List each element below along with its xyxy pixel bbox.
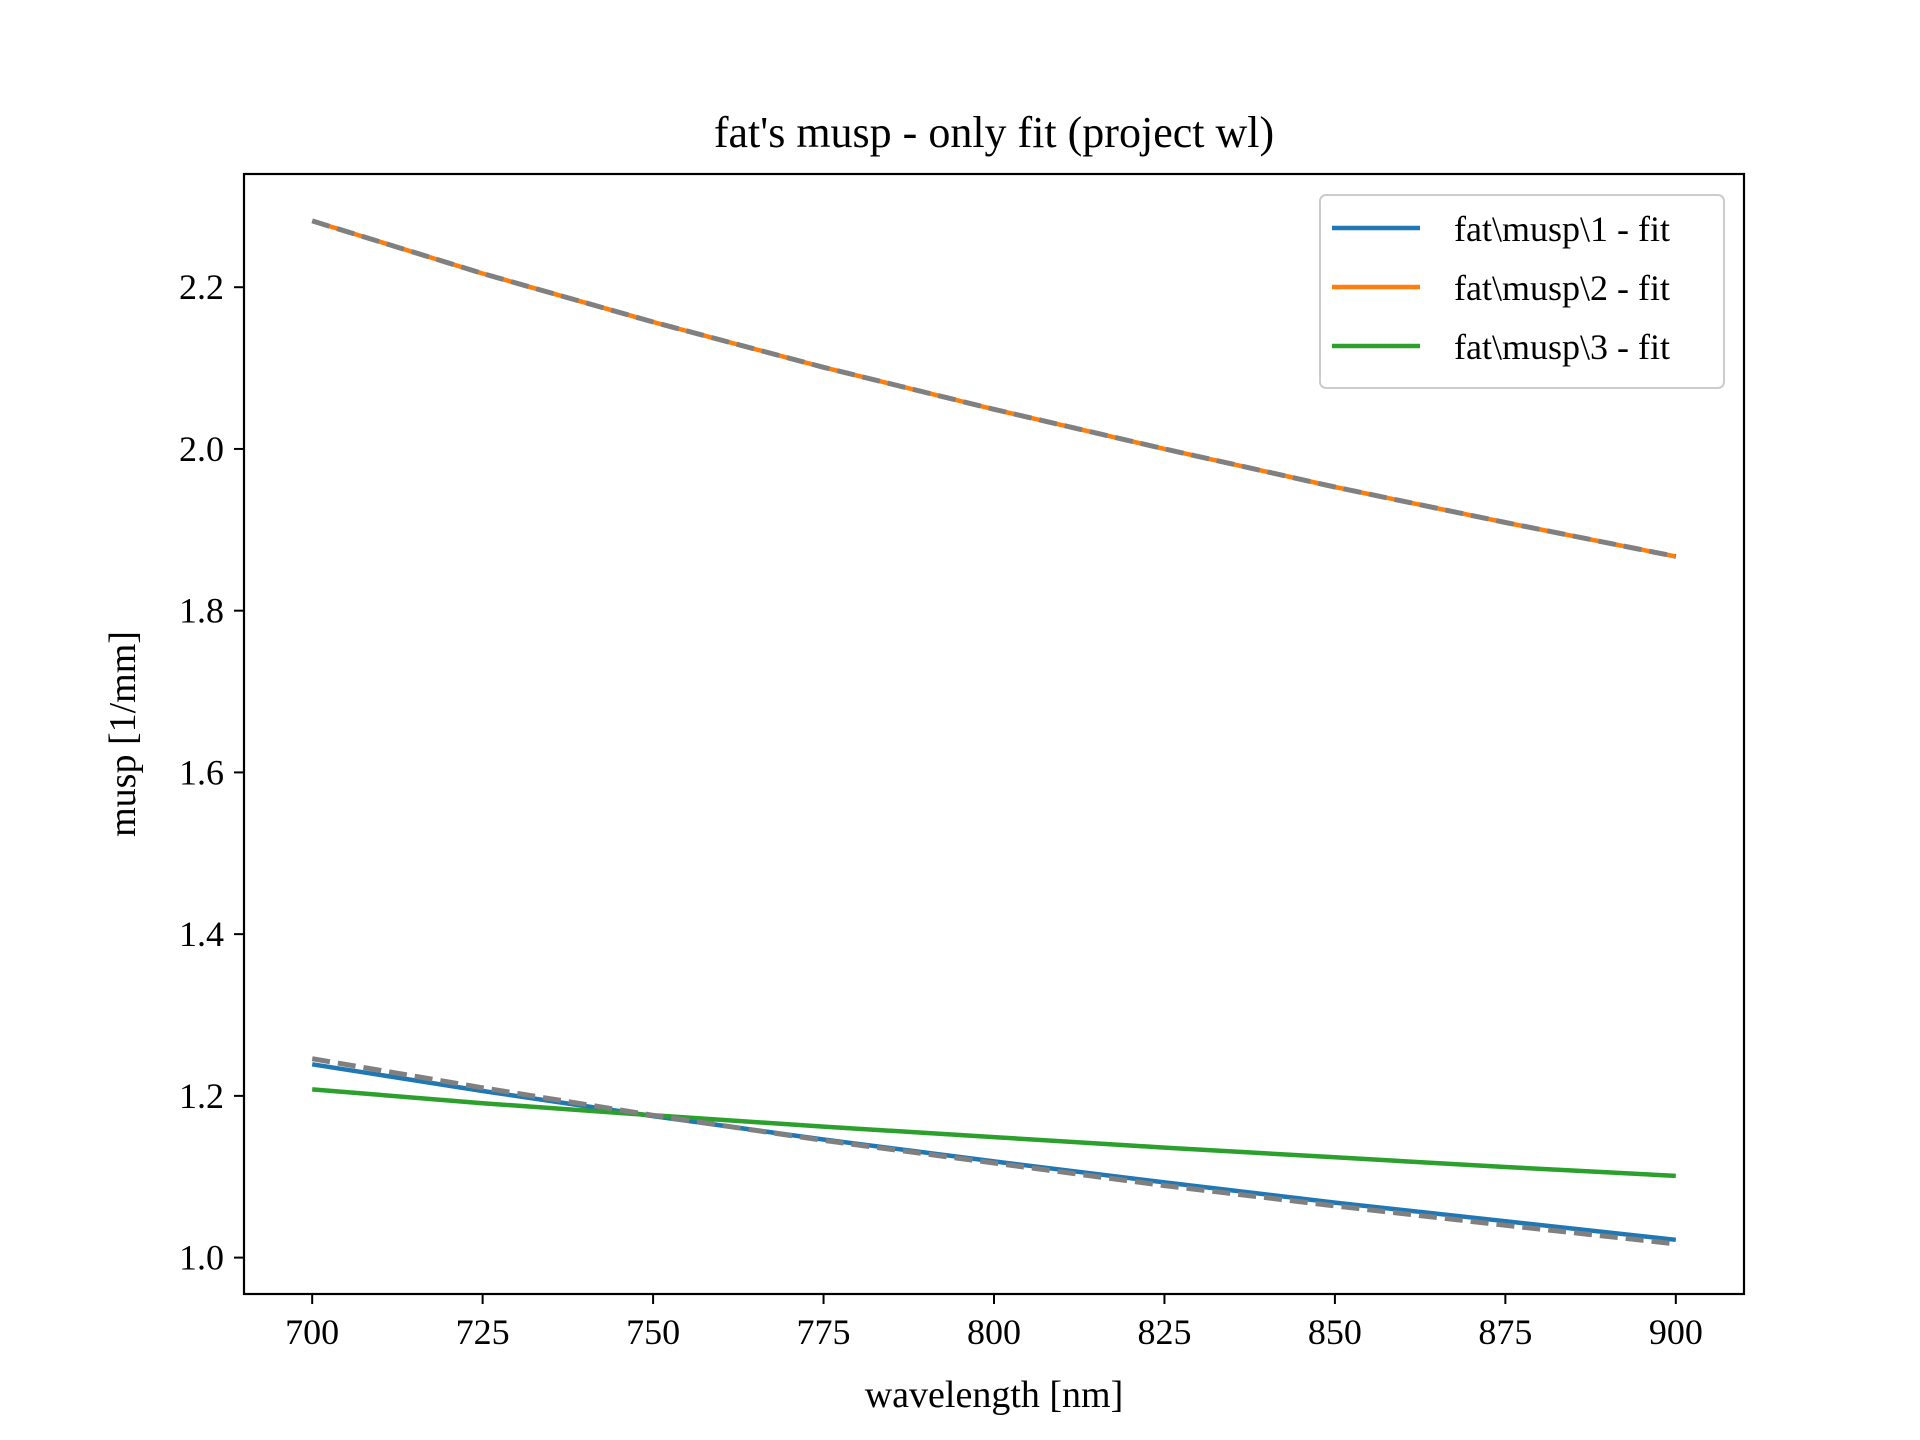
dashed-reference-line [311, 218, 1677, 559]
x-tick-label: 850 [1308, 1312, 1362, 1352]
legend-label: fat\musp\2 - fit [1454, 268, 1670, 308]
y-tick-label: 2.0 [179, 429, 224, 469]
x-axis-label: wavelength [nm] [865, 1374, 1124, 1416]
y-tick-label: 1.4 [179, 914, 224, 954]
x-tick-label: 700 [285, 1312, 339, 1352]
y-tick-label: 1.8 [179, 591, 224, 631]
series-line [312, 1087, 1676, 1179]
x-tick-label: 900 [1649, 1312, 1703, 1352]
y-tick-label: 1.2 [179, 1076, 224, 1116]
y-tick-label: 1.6 [179, 752, 224, 792]
dashed-reference-line [311, 1056, 1677, 1247]
y-axis: 1.0 1.2 1.4 1.6 1.8 2.0 2.2 [179, 267, 244, 1278]
legend-label: fat\musp\3 - fit [1454, 327, 1670, 367]
y-axis-label: musp [1/mm] [102, 631, 144, 837]
series-line [311, 1062, 1677, 1243]
y-tick-label: 2.2 [179, 267, 224, 307]
y-tick-label: 1.0 [179, 1238, 224, 1278]
legend-box [1319, 194, 1725, 389]
legend-label: fat\musp\1 - fit [1454, 209, 1670, 249]
plot-lines [311, 218, 1677, 1247]
x-tick-label: 875 [1478, 1312, 1532, 1352]
chart-title: fat's musp - only fit (project wl) [714, 108, 1274, 157]
x-tick-label: 825 [1137, 1312, 1191, 1352]
x-axis: 700 725 750 775 800 825 850 875 900 [285, 1294, 1703, 1352]
legend: fat\musp\1 - fit fat\musp\2 - fit fat\musp… [1319, 194, 1725, 389]
x-tick-label: 750 [626, 1312, 680, 1352]
x-tick-label: 775 [797, 1312, 851, 1352]
x-tick-label: 725 [456, 1312, 510, 1352]
x-tick-label: 800 [967, 1312, 1021, 1352]
